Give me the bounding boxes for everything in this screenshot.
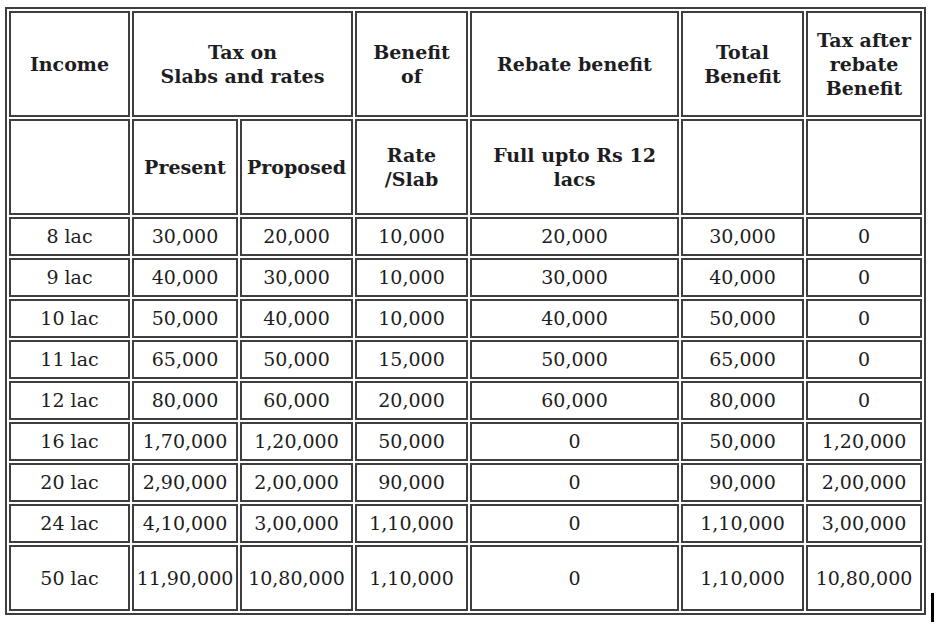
present-tax-cell: 65,000 [132,340,238,379]
income-cell: 10 lac [9,299,130,338]
total-benefit-cell: 40,000 [681,258,804,297]
total-benefit-cell: 50,000 [681,299,804,338]
table-row-50-lac: 50 lac 11,90,000 10,80,000 1,10,000 0 1,… [9,545,922,611]
present-tax-cell: 30,000 [132,217,238,256]
proposed-tax-cell: 3,00,000 [240,504,353,543]
header-total-benefit: Total Benefit [681,11,804,117]
table-row-16-lac: 16 lac 1,70,000 1,20,000 50,000 0 50,000… [9,422,922,461]
table-row-20-lac: 20 lac 2,90,000 2,00,000 90,000 0 90,000… [9,463,922,502]
table-row-10-lac: 10 lac 50,000 40,000 10,000 40,000 50,00… [9,299,922,338]
income-cell: 12 lac [9,381,130,420]
tax-after-rebate-cell: 1,20,000 [806,422,922,461]
income-cell: 24 lac [9,504,130,543]
rebate-benefit-cell: 0 [470,504,679,543]
subheader-after-empty [806,119,922,215]
header-tax-on-slabs: Tax on Slabs and rates [132,11,353,117]
present-tax-cell: 50,000 [132,299,238,338]
table-row-8-lac: 8 lac 30,000 20,000 10,000 20,000 30,000… [9,217,922,256]
rate-slab-benefit-cell: 10,000 [355,258,468,297]
total-benefit-cell: 80,000 [681,381,804,420]
tax-after-rebate-cell: 0 [806,340,922,379]
rate-slab-benefit-cell: 1,10,000 [355,545,468,611]
income-cell: 9 lac [9,258,130,297]
income-cell: 16 lac [9,422,130,461]
rebate-benefit-cell: 40,000 [470,299,679,338]
header-rebate-benefit: Rebate benefit [470,11,679,117]
tax-benefit-table: Income Tax on Slabs and rates Benefit of… [5,7,926,615]
tax-after-rebate-cell: 0 [806,217,922,256]
tax-after-rebate-cell: 3,00,000 [806,504,922,543]
rebate-benefit-cell: 60,000 [470,381,679,420]
total-benefit-cell: 1,10,000 [681,545,804,611]
total-benefit-cell: 1,10,000 [681,504,804,543]
present-tax-cell: 80,000 [132,381,238,420]
tax-after-rebate-cell: 0 [806,299,922,338]
header-row-2: Present Proposed Rate /Slab Full upto Rs… [9,119,922,215]
subheader-income-empty [9,119,130,215]
present-tax-cell: 4,10,000 [132,504,238,543]
proposed-tax-cell: 50,000 [240,340,353,379]
rebate-benefit-cell: 0 [470,422,679,461]
present-tax-cell: 11,90,000 [132,545,238,611]
proposed-tax-cell: 10,80,000 [240,545,353,611]
present-tax-cell: 40,000 [132,258,238,297]
table-row-12-lac: 12 lac 80,000 60,000 20,000 60,000 80,00… [9,381,922,420]
tax-after-rebate-cell: 2,00,000 [806,463,922,502]
table-row-9-lac: 9 lac 40,000 30,000 10,000 30,000 40,000… [9,258,922,297]
proposed-tax-cell: 60,000 [240,381,353,420]
rate-slab-benefit-cell: 15,000 [355,340,468,379]
subheader-present: Present [132,119,238,215]
header-income: Income [9,11,130,117]
income-cell: 20 lac [9,463,130,502]
present-tax-cell: 1,70,000 [132,422,238,461]
tax-after-rebate-cell: 0 [806,258,922,297]
total-benefit-cell: 30,000 [681,217,804,256]
tax-benefit-table-container: Income Tax on Slabs and rates Benefit of… [5,7,926,615]
income-cell: 8 lac [9,217,130,256]
proposed-tax-cell: 20,000 [240,217,353,256]
rebate-benefit-cell: 50,000 [470,340,679,379]
proposed-tax-cell: 30,000 [240,258,353,297]
rate-slab-benefit-cell: 10,000 [355,299,468,338]
total-benefit-cell: 65,000 [681,340,804,379]
table-row-11-lac: 11 lac 65,000 50,000 15,000 50,000 65,00… [9,340,922,379]
rebate-benefit-cell: 30,000 [470,258,679,297]
rebate-benefit-cell: 20,000 [470,217,679,256]
rate-slab-benefit-cell: 1,10,000 [355,504,468,543]
text-cursor-mark [931,593,934,622]
subheader-full-upto: Full upto Rs 12 lacs [470,119,679,215]
total-benefit-cell: 90,000 [681,463,804,502]
income-cell: 50 lac [9,545,130,611]
rebate-benefit-cell: 0 [470,463,679,502]
present-tax-cell: 2,90,000 [132,463,238,502]
income-cell: 11 lac [9,340,130,379]
proposed-tax-cell: 40,000 [240,299,353,338]
rate-slab-benefit-cell: 10,000 [355,217,468,256]
header-row-1: Income Tax on Slabs and rates Benefit of… [9,11,922,117]
subheader-proposed: Proposed [240,119,353,215]
subheader-rate-slab: Rate /Slab [355,119,468,215]
total-benefit-cell: 50,000 [681,422,804,461]
proposed-tax-cell: 1,20,000 [240,422,353,461]
rebate-benefit-cell: 0 [470,545,679,611]
table-row-24-lac: 24 lac 4,10,000 3,00,000 1,10,000 0 1,10… [9,504,922,543]
subheader-total-empty [681,119,804,215]
tax-after-rebate-cell: 10,80,000 [806,545,922,611]
rate-slab-benefit-cell: 50,000 [355,422,468,461]
header-tax-after-rebate: Tax after rebate Benefit [806,11,922,117]
proposed-tax-cell: 2,00,000 [240,463,353,502]
rate-slab-benefit-cell: 90,000 [355,463,468,502]
tax-after-rebate-cell: 0 [806,381,922,420]
header-benefit-of: Benefit of [355,11,468,117]
rate-slab-benefit-cell: 20,000 [355,381,468,420]
